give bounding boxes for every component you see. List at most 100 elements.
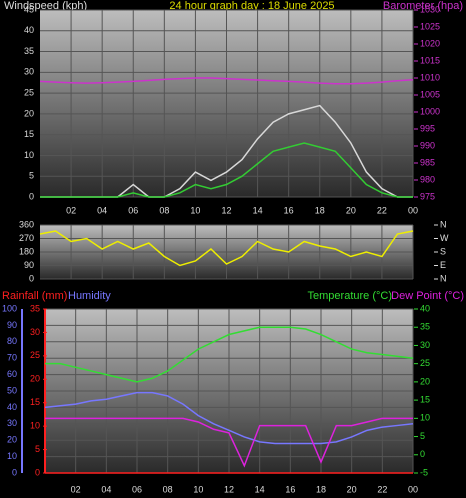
x-tick-label: 16 <box>284 205 294 215</box>
y2-tick-label: 1020 <box>420 38 440 48</box>
y-tick-label: 70 <box>7 353 17 363</box>
y-tick-label: 30 <box>24 67 34 77</box>
y-tick-label: 40 <box>7 402 17 412</box>
y-tick-label: 60 <box>7 369 17 379</box>
series-line <box>45 326 414 383</box>
y-tick-label: 90 <box>24 260 34 270</box>
x-tick-label: 00 <box>408 205 418 215</box>
y-tick-label: 5 <box>29 171 34 181</box>
y2-tick-label: 990 <box>420 140 435 150</box>
y-tick-label: 30 <box>7 418 17 428</box>
y2-tick-label: 15 <box>420 394 430 404</box>
y-tick-label: 35 <box>24 46 34 56</box>
y2-tick-label: 980 <box>420 174 435 184</box>
y-tick-label: 180 <box>19 246 34 256</box>
y2-tick-label: 20 <box>420 376 430 386</box>
y-axis-label: Windspeed (kph) <box>4 0 87 12</box>
y-tick-label: 20 <box>24 108 34 118</box>
y3-tick-label: 10 <box>30 421 40 431</box>
y3-tick-label: 30 <box>30 327 40 337</box>
x-tick-label: 18 <box>316 484 326 494</box>
y2-tick-label: N <box>440 273 447 283</box>
y2-tick-label: 35 <box>420 322 430 332</box>
y-tick-label: 25 <box>24 87 34 97</box>
y2-tick-label: 0 <box>420 449 425 459</box>
y-tick-label: 10 <box>7 451 17 461</box>
x-tick-label: 02 <box>66 205 76 215</box>
x-tick-label: 06 <box>128 205 138 215</box>
x-tick-label: 08 <box>159 205 169 215</box>
x-tick-label: 04 <box>101 484 111 494</box>
y-tick-label: 80 <box>7 336 17 346</box>
y2-tick-label: 30 <box>420 340 430 350</box>
x-tick-label: 10 <box>190 205 200 215</box>
x-tick-label: 14 <box>255 484 265 494</box>
x-tick-label: 10 <box>193 484 203 494</box>
legend-label: Humidity <box>68 290 111 302</box>
y2-tick-label: 10 <box>420 413 430 423</box>
y3-tick-label: 5 <box>35 444 40 454</box>
y-tick-label: 360 <box>19 219 34 229</box>
series-line <box>39 230 414 267</box>
y2-tick-label: 40 <box>420 303 430 313</box>
chart-title: 24 hour graph day : 18 June 2025 <box>169 0 334 12</box>
series-line <box>39 77 414 85</box>
y3-tick-label: 0 <box>35 467 40 477</box>
y3-tick-label: 35 <box>30 303 40 313</box>
y2-tick-label: 1015 <box>420 55 440 65</box>
x-tick-label: 18 <box>315 205 325 215</box>
y-tick-label: 90 <box>7 320 17 330</box>
x-tick-label: 12 <box>221 205 231 215</box>
series-line <box>40 142 413 198</box>
y2-tick-label: 1000 <box>420 106 440 116</box>
x-tick-label: 00 <box>408 484 418 494</box>
x-tick-label: 14 <box>253 205 263 215</box>
x-tick-label: 02 <box>71 484 81 494</box>
y2-tick-label: 1010 <box>420 72 440 82</box>
y-tick-label: 20 <box>7 435 17 445</box>
y2-tick-label: 975 <box>420 191 435 201</box>
x-tick-label: 20 <box>346 205 356 215</box>
y2-tick-label: E <box>440 260 446 270</box>
y2-tick-label: 1025 <box>420 21 440 31</box>
series-line <box>45 417 413 468</box>
y2-tick-label: 25 <box>420 358 430 368</box>
y2-tick-label: 5 <box>420 431 425 441</box>
y2-axis-label: Barometer (hpa) <box>383 0 463 12</box>
y-tick-label: 10 <box>24 150 34 160</box>
y2-tick-label: N <box>440 219 447 229</box>
y-tick-label: 40 <box>24 25 34 35</box>
x-tick-label: 22 <box>377 484 387 494</box>
x-tick-label: 16 <box>285 484 295 494</box>
y2-tick-label: W <box>440 233 449 243</box>
y-tick-label: 100 <box>2 303 17 313</box>
y2-tick-label: 985 <box>420 157 435 167</box>
x-tick-label: 12 <box>224 484 234 494</box>
x-tick-label: 06 <box>132 484 142 494</box>
y-tick-label: 270 <box>19 233 34 243</box>
y-tick-label: 0 <box>29 191 34 201</box>
y2-tick-label: 995 <box>420 123 435 133</box>
x-tick-label: 20 <box>347 484 357 494</box>
y-tick-label: 15 <box>24 129 34 139</box>
x-tick-label: 08 <box>163 484 173 494</box>
y3-tick-label: 25 <box>30 350 40 360</box>
y3-tick-label: 15 <box>30 397 40 407</box>
y2-tick-label: 1030 <box>420 4 440 14</box>
y-tick-label: 0 <box>29 273 34 283</box>
y-tick-label: 0 <box>12 467 17 477</box>
y-tick-label: 50 <box>7 385 17 395</box>
x-tick-label: 22 <box>377 205 387 215</box>
y2-tick-label: S <box>440 246 446 256</box>
legend-label: Temperature (°C) <box>308 290 392 302</box>
y2-tick-label: -5 <box>420 467 428 477</box>
x-tick-label: 04 <box>97 205 107 215</box>
y3-tick-label: 20 <box>30 374 40 384</box>
legend-label: Dew Point (°C) <box>391 290 464 302</box>
y2-tick-label: 1005 <box>420 89 440 99</box>
legend-label: Rainfall (mm) <box>2 290 67 302</box>
series-line <box>44 391 414 445</box>
y-tick-label: 45 <box>24 4 34 14</box>
